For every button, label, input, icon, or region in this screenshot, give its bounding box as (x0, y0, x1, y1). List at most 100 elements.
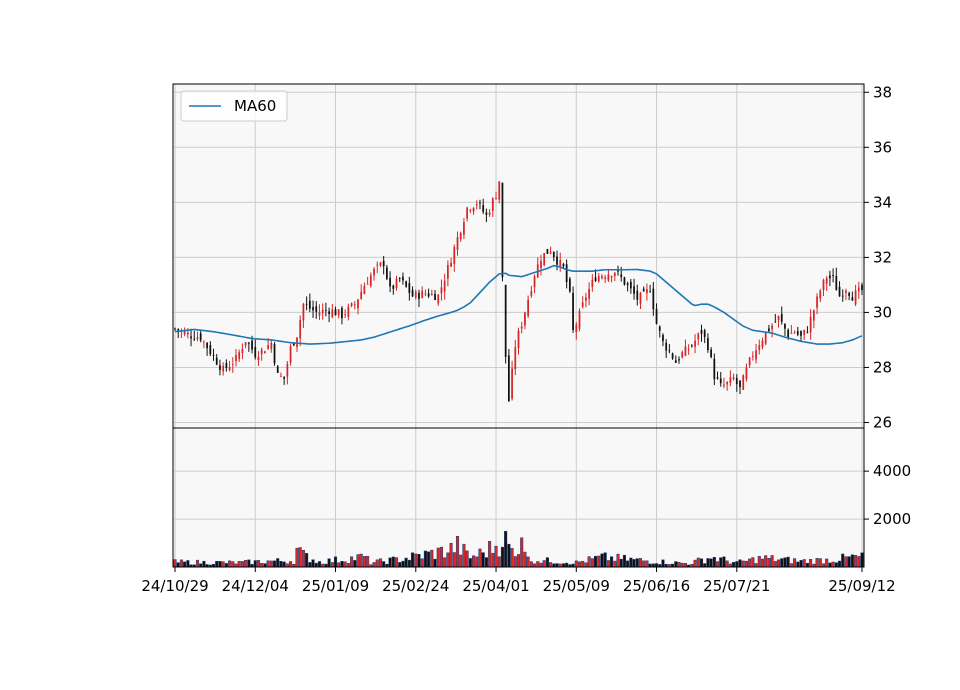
candle-body (341, 308, 343, 319)
volume-bar (430, 549, 434, 568)
volume-bar (616, 553, 620, 568)
candle-body (806, 331, 809, 333)
volume-bar (638, 558, 643, 568)
volume-bar (266, 560, 270, 568)
volume-bar (484, 557, 488, 568)
candle-body (430, 293, 433, 295)
volume-bar (298, 547, 302, 568)
candle-body (690, 345, 693, 347)
candle-body (247, 342, 250, 344)
volume-bar (279, 561, 283, 568)
candle-body (350, 303, 353, 306)
volume-bar (176, 562, 180, 568)
volume-bar (260, 563, 264, 568)
candle-body (825, 278, 828, 284)
candle-body (838, 286, 841, 297)
candle-body (479, 202, 481, 204)
candle-body (366, 283, 369, 285)
volume-bar (337, 562, 341, 568)
volume-bar (709, 558, 713, 568)
candle-body (790, 332, 793, 334)
candle-body (466, 207, 469, 219)
x-axis: 24/10/29 24/12/04 25/01/09 25/02/24 25/04/01… (141, 567, 896, 595)
volume-bar (427, 551, 431, 568)
candle-body (771, 325, 773, 330)
volume-bar (455, 535, 460, 568)
candle-body (707, 338, 709, 351)
volume-bar (549, 562, 553, 568)
volume-bar (491, 552, 495, 568)
candle-body (501, 182, 504, 278)
volume-bar (545, 557, 549, 568)
x-tick-label: 25/06/16 (623, 577, 690, 595)
volume-bar (494, 545, 498, 568)
volume-bar (741, 560, 745, 568)
candle-body (174, 328, 176, 330)
volume-bar (600, 553, 604, 568)
volume-bar (513, 556, 517, 568)
volume-bar (500, 546, 504, 568)
price-tick-label: 28 (873, 358, 892, 376)
candle-body (485, 212, 488, 215)
candle-body (642, 288, 645, 292)
candle-body (613, 272, 616, 277)
candle-body (636, 290, 639, 300)
volume-bar (815, 558, 819, 568)
candle-body (517, 330, 520, 349)
candle-body (344, 314, 347, 316)
candle-body (289, 346, 292, 363)
candle-body (646, 289, 648, 294)
candle-body (286, 363, 289, 377)
price-tick-label: 36 (873, 138, 892, 156)
candle-body (414, 291, 417, 298)
candle-body (601, 276, 603, 279)
candle-body (382, 260, 385, 267)
candle-body (549, 251, 552, 254)
candle-body (491, 198, 494, 211)
volume-bar (462, 543, 466, 568)
volume-bar (603, 552, 607, 568)
volume-bar (420, 558, 424, 568)
candle-body (437, 294, 440, 304)
volume-bar (760, 558, 765, 568)
volume-bar (831, 561, 835, 568)
volume-bar (221, 561, 225, 568)
volume-bar (744, 560, 748, 568)
volume-bar (218, 561, 222, 568)
ma60-line (174, 264, 863, 345)
volume-bar (510, 548, 514, 568)
volume-bar (757, 555, 761, 568)
candle-body (620, 274, 623, 278)
volume-bar (725, 560, 729, 568)
candle-body (819, 290, 822, 299)
candle-body (649, 291, 652, 293)
price-tick-label: 26 (873, 413, 892, 431)
volume-bar (693, 559, 697, 568)
volume-bar (340, 560, 344, 568)
candle-body (697, 333, 700, 340)
volume-bar (584, 562, 588, 568)
volume-bar (735, 561, 739, 568)
volume-bar (780, 558, 784, 568)
price-tick-label: 30 (873, 303, 892, 321)
candle-body (755, 350, 757, 360)
candle-body (443, 280, 446, 292)
candle-body (604, 277, 607, 279)
candle-body (540, 260, 542, 269)
volume-bar (677, 561, 681, 568)
volume-bar (767, 558, 771, 568)
volume-bar (613, 560, 617, 568)
volume-bar (776, 559, 781, 568)
volume-tick-label: 2000 (873, 510, 911, 528)
candle-body (264, 351, 266, 354)
volume-bar (478, 548, 482, 568)
volume-bar (414, 553, 418, 568)
candle-body (196, 337, 199, 340)
volume-bar (507, 543, 511, 568)
candle-body (446, 265, 449, 279)
candle-body (812, 310, 815, 321)
volume-bar (237, 561, 241, 568)
volume-bar (452, 552, 456, 568)
volume-bar (809, 559, 813, 568)
candle-body (674, 360, 677, 363)
